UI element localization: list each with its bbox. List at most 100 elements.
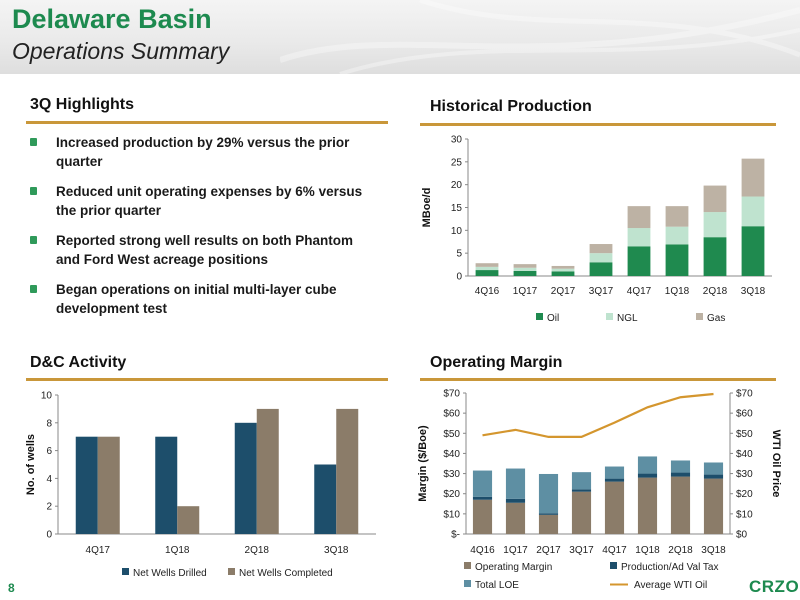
bullet-square-icon [30,236,37,244]
margin-bar-operating-margin [637,477,658,534]
production-bar-ngl [475,266,499,271]
margin-bar-operating-margin [472,499,493,534]
margin-bar-production-ad-val-tax [472,496,493,500]
margin-bar-operating-margin [670,476,691,534]
production-x-tick-label: 3Q17 [589,286,614,297]
production-bar-oil [703,237,727,276]
production-x-tick-label: 1Q18 [665,286,690,297]
page-number: 8 [8,581,15,595]
margin-bar-total-loe [472,470,493,497]
margin-rule [420,378,776,381]
production-bar-oil [551,271,575,276]
margin-bar-production-ad-val-tax [604,478,625,482]
production-bar-gas [703,185,727,213]
legend-swatch [464,580,471,587]
production-bar-oil [513,270,537,276]
margin-y2-tick-label: $20 [736,489,753,500]
production-bar-ngl [513,267,537,271]
production-bar-ngl [665,226,689,245]
production-y-tick-label: 10 [451,226,463,237]
operating-margin-chart: $- $10 $20 $30 $40 $50 $60 $70 $0 $10 $20 $30 $40 $50… [417,389,782,592]
dc-bar-drilled [75,436,98,534]
highlights-heading: 3Q Highlights [30,96,134,113]
margin-bar-total-loe [637,456,658,474]
production-x-tick-label: 4Q17 [627,286,652,297]
margin-bar-total-loe [505,468,526,499]
margin-y2-tick-label: $30 [736,469,753,480]
margin-bar-operating-margin [505,502,526,534]
highlight-text: Increased production by 29% versus the p… [56,135,350,169]
margin-x-tick-label: 2Q17 [536,545,561,556]
margin-y2-tick-label: $70 [736,389,753,400]
production-bar-ngl [589,253,613,263]
margin-y2-tick-label: $0 [736,530,748,541]
margin-y-tick-label: $70 [443,389,460,400]
production-bar-oil [665,244,689,276]
margin-y2-axis-title: WTI Oil Price [770,430,782,498]
company-logo: CRZO [749,577,800,596]
legend-swatch [696,313,703,320]
legend-label: Oil [547,313,559,324]
dc-y-tick-label: 10 [41,391,53,402]
legend-swatch [464,562,471,569]
production-y-axis-title: MBoe/d [421,188,433,228]
dc-y-tick-label: 2 [46,502,52,513]
highlight-item: Reported strong well results on both Pha… [30,231,370,269]
margin-y2-tick-label: $40 [736,449,753,460]
dc-y-axis-title: No. of wells [25,434,37,495]
legend-label: Gas [707,313,725,324]
margin-y-tick-label: $40 [443,449,460,460]
header-banner: Delaware Basin Operations Summary [0,0,800,74]
margin-bar-total-loe [703,462,724,475]
production-bar-oil [589,262,613,276]
margin-x-tick-label: 3Q17 [569,545,594,556]
margin-bar-production-ad-val-tax [670,472,691,477]
legend-label: Total LOE [475,580,519,591]
highlight-item: Increased production by 29% versus the p… [30,133,370,171]
wti-oil-line [482,392,714,439]
margin-bar-operating-margin [703,478,724,534]
dc-y-tick-label: 4 [46,474,52,485]
margin-x-tick-label: 1Q17 [503,545,528,556]
production-y-tick-label: 0 [456,272,462,283]
dc-bar-completed [256,408,279,534]
highlight-text: Began operations on initial multi-layer … [56,282,337,316]
production-bar-gas [665,206,689,227]
margin-heading: Operating Margin [430,354,563,371]
dc-y-tick-label: 0 [46,530,52,541]
production-bar-gas [475,263,499,267]
production-y-tick-label: 30 [451,135,463,146]
margin-bar-total-loe [670,460,691,473]
margin-bar-total-loe [604,466,625,479]
production-heading: Historical Production [430,98,592,115]
legend-label: Net Wells Drilled [133,568,207,579]
production-bar-ngl [551,268,575,272]
margin-bar-production-ad-val-tax [571,489,592,492]
margin-y-tick-label: $30 [443,469,460,480]
margin-y-tick-label: $20 [443,489,460,500]
production-bar-oil [627,246,651,276]
legend-swatch [228,568,235,575]
margin-y-tick-label: $50 [443,429,460,440]
legend-label: Average WTI Oil [634,580,707,591]
production-x-tick-label: 2Q18 [703,286,728,297]
margin-y-tick-label: $60 [443,409,460,420]
margin-bar-total-loe [538,473,559,514]
legend-label: Net Wells Completed [239,568,333,579]
dc-bar-drilled [234,422,257,534]
dc-heading: D&C Activity [30,354,127,371]
legend-label: Operating Margin [475,562,552,573]
highlights-rule [26,121,388,124]
dc-bar-drilled [155,436,178,534]
margin-x-tick-label: 4Q17 [602,545,627,556]
production-bar-ngl [703,212,727,238]
margin-bar-operating-margin [604,481,625,534]
dc-x-tick-label: 1Q18 [165,545,190,556]
margin-bar-production-ad-val-tax [538,513,559,515]
legend-swatch [122,568,129,575]
margin-y2-tick-label: $60 [736,409,753,420]
production-x-tick-label: 2Q17 [551,286,576,297]
production-bar-gas [589,244,613,254]
dc-y-tick-label: 8 [46,418,52,429]
margin-y-axis-title: Margin ($/Boe) [417,425,429,502]
